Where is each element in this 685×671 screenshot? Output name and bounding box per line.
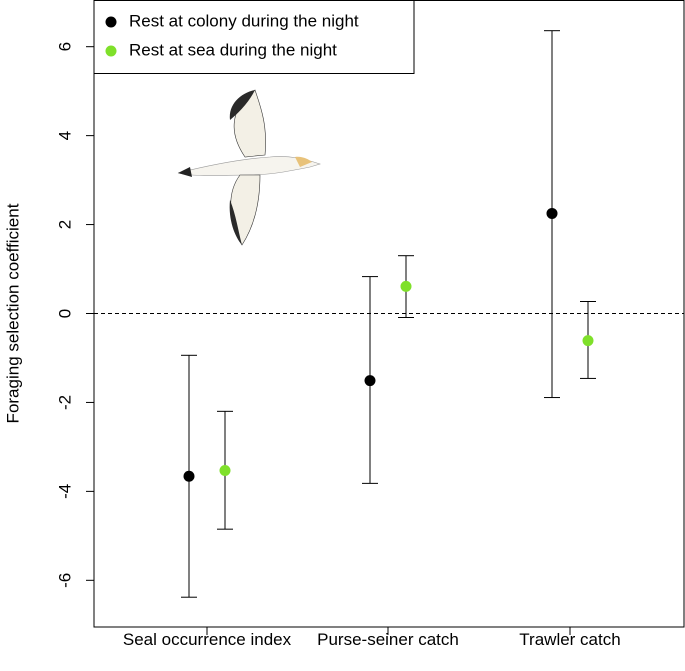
legend-marker — [105, 45, 117, 57]
point — [219, 464, 231, 476]
legend-label: Rest at sea during the night — [129, 40, 337, 59]
y-axis-label: Foraging selection coefficient — [3, 203, 22, 423]
y-tick-label: 0 — [55, 309, 74, 318]
point — [364, 375, 376, 387]
point — [546, 207, 558, 219]
point — [183, 470, 195, 482]
y-tick-label: 2 — [55, 220, 74, 229]
legend-box — [93, 0, 415, 74]
x-tick-label: Purse-seiner catch — [317, 630, 459, 649]
x-tick-label: Seal occurrence index — [122, 630, 292, 649]
x-tick-label: Trawler catch — [519, 630, 621, 649]
y-tick-label: -2 — [55, 395, 74, 410]
gannet-illustration — [177, 89, 321, 246]
legend-label: Rest at colony during the night — [129, 11, 359, 30]
y-tick-label: 4 — [55, 131, 74, 140]
point — [582, 335, 594, 347]
y-tick-label: -6 — [55, 573, 74, 588]
point — [400, 280, 412, 292]
y-tick-label: -4 — [55, 484, 74, 499]
legend-marker — [105, 16, 117, 28]
y-tick-label: 6 — [55, 42, 74, 51]
